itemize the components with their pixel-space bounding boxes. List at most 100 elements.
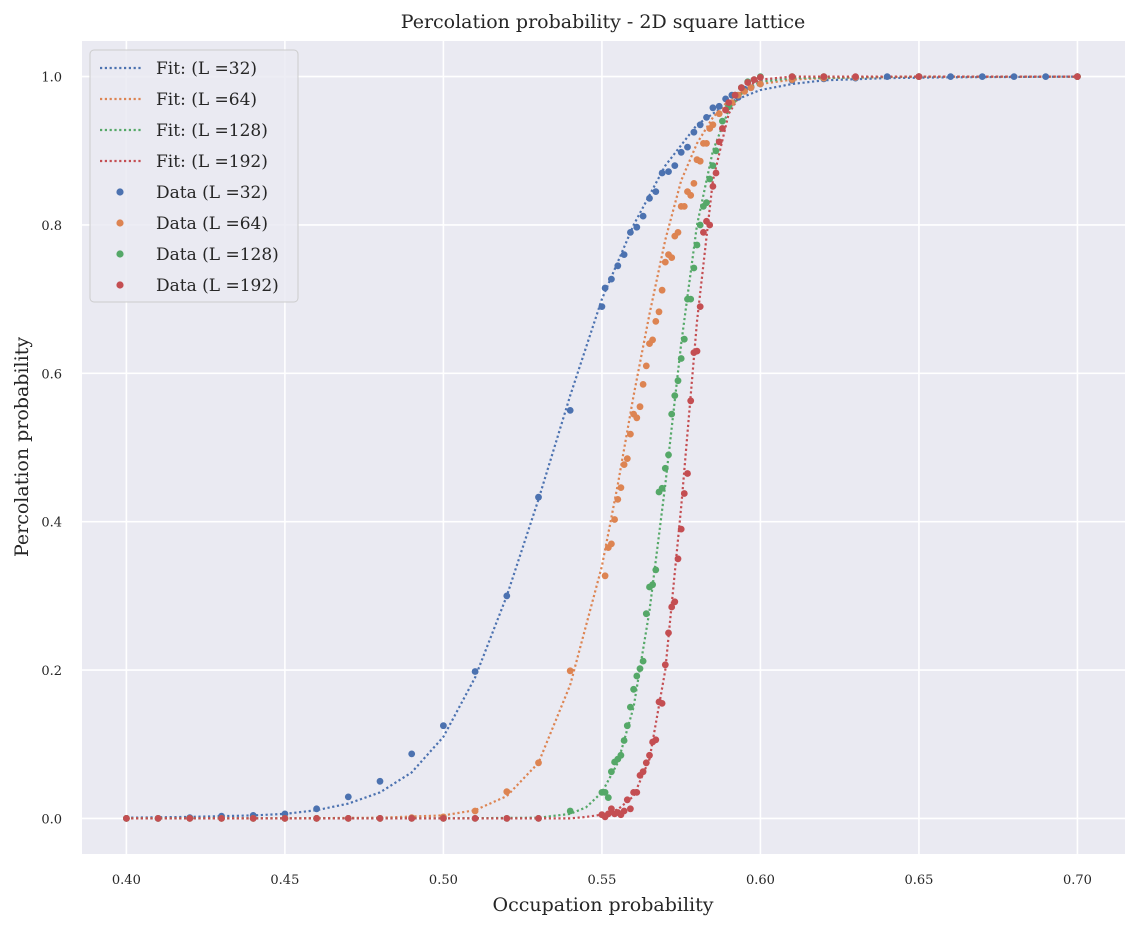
data-point-s3 bbox=[680, 490, 688, 497]
data-point-s3 bbox=[376, 815, 384, 822]
data-point-s3 bbox=[725, 99, 733, 106]
data-point-s3 bbox=[440, 815, 447, 822]
data-point-s3 bbox=[677, 525, 685, 533]
data-point-s2 bbox=[690, 264, 698, 272]
data-point-s0 bbox=[535, 493, 542, 501]
y-tick-label: 0.2 bbox=[41, 664, 62, 679]
data-point-s3 bbox=[744, 79, 752, 86]
data-point-s3 bbox=[344, 815, 352, 822]
data-point-s3 bbox=[722, 106, 729, 114]
data-point-s2 bbox=[627, 703, 634, 711]
data-point-s3 bbox=[627, 805, 634, 813]
x-tick-label: 0.40 bbox=[112, 873, 141, 888]
chart-title: Percolation probability - 2D square latt… bbox=[401, 11, 805, 33]
data-point-s3 bbox=[535, 815, 542, 822]
data-point-s2 bbox=[604, 794, 612, 801]
data-point-s1 bbox=[503, 788, 511, 796]
data-point-s3 bbox=[852, 73, 859, 80]
data-point-s2 bbox=[620, 737, 628, 744]
data-point-s0 bbox=[677, 148, 685, 156]
fit-lines bbox=[126, 75, 1078, 820]
data-point-s3 bbox=[623, 796, 631, 804]
data-point-s2 bbox=[674, 377, 682, 385]
data-point-s3 bbox=[608, 805, 615, 813]
data-point-s3 bbox=[687, 397, 695, 405]
data-point-s0 bbox=[614, 262, 622, 270]
data-point-s2 bbox=[636, 665, 644, 672]
data-point-s3 bbox=[281, 815, 289, 822]
data-point-s3 bbox=[646, 751, 653, 759]
data-points bbox=[123, 73, 1081, 822]
data-point-s1 bbox=[566, 667, 574, 675]
data-point-s2 bbox=[649, 581, 656, 589]
data-point-s0 bbox=[709, 104, 717, 112]
data-point-s1 bbox=[620, 461, 628, 468]
data-point-s2 bbox=[687, 295, 695, 303]
legend-label: Fit: (L =128) bbox=[156, 121, 268, 141]
data-point-s1 bbox=[709, 121, 717, 129]
data-point-s0 bbox=[313, 805, 320, 813]
data-point-s1 bbox=[668, 254, 676, 261]
legend: Fit: (L =32) Fit: (L =64) Fit: (L =128) Fit… bbox=[89, 49, 299, 303]
data-point-s2 bbox=[639, 657, 647, 665]
legend-marker-swatch bbox=[116, 188, 124, 196]
data-point-s3 bbox=[652, 736, 660, 744]
data-point-s3 bbox=[123, 815, 130, 822]
legend-marker-swatch bbox=[116, 281, 124, 289]
y-tick-label: 1.0 bbox=[41, 71, 62, 86]
legend-label: Fit: (L =32) bbox=[156, 59, 257, 79]
data-point-s1 bbox=[680, 203, 688, 210]
data-point-s2 bbox=[566, 807, 574, 815]
legend-marker-swatch bbox=[116, 250, 124, 258]
data-point-s0 bbox=[671, 162, 679, 170]
data-point-s3 bbox=[757, 73, 764, 81]
data-point-s3 bbox=[671, 598, 679, 606]
data-point-s0 bbox=[620, 251, 628, 258]
data-point-s0 bbox=[1010, 73, 1018, 80]
data-point-s0 bbox=[503, 592, 511, 600]
data-point-s2 bbox=[617, 751, 625, 759]
fit-line-1 bbox=[126, 75, 1078, 820]
legend-label: Data (L =64) bbox=[156, 214, 268, 234]
fit-line-3 bbox=[126, 75, 1078, 820]
data-point-s0 bbox=[947, 73, 954, 80]
x-tick-label: 0.60 bbox=[746, 873, 775, 888]
x-tick-label: 0.55 bbox=[587, 873, 616, 888]
data-point-s3 bbox=[186, 815, 194, 822]
data-point-s1 bbox=[623, 455, 631, 462]
legend-label: Data (L =128) bbox=[156, 245, 279, 265]
data-point-s2 bbox=[719, 117, 726, 125]
data-point-s2 bbox=[671, 392, 679, 399]
data-point-s1 bbox=[687, 191, 695, 199]
data-point-s2 bbox=[677, 355, 685, 362]
y-tick-label: 0.4 bbox=[41, 516, 62, 531]
data-point-s0 bbox=[665, 168, 672, 176]
data-point-s1 bbox=[690, 180, 698, 187]
legend-label: Fit: (L =64) bbox=[156, 90, 257, 110]
data-point-s2 bbox=[712, 147, 720, 155]
data-point-s0 bbox=[608, 275, 615, 283]
data-point-s3 bbox=[154, 815, 162, 822]
data-point-s3 bbox=[750, 76, 758, 83]
data-point-s2 bbox=[661, 464, 669, 472]
data-point-s3 bbox=[503, 815, 511, 822]
data-point-s0 bbox=[344, 793, 352, 801]
data-point-s0 bbox=[696, 121, 704, 129]
data-point-s0 bbox=[1042, 73, 1050, 80]
x-tick-label: 0.65 bbox=[904, 873, 933, 888]
data-point-s3 bbox=[820, 73, 828, 80]
data-point-s1 bbox=[661, 258, 669, 266]
data-point-s2 bbox=[633, 672, 641, 680]
data-point-s3 bbox=[408, 815, 416, 822]
data-point-s0 bbox=[703, 114, 710, 121]
data-point-s1 bbox=[674, 229, 682, 236]
x-axis-ticks: 0.40 0.45 0.50 0.55 0.60 0.65 0.70 bbox=[112, 873, 1092, 888]
x-tick-label: 0.45 bbox=[270, 873, 299, 888]
data-point-s1 bbox=[696, 157, 704, 165]
data-point-s1 bbox=[627, 430, 634, 438]
data-point-s3 bbox=[706, 221, 714, 229]
data-point-s2 bbox=[665, 451, 672, 459]
legend-label: Fit: (L =192) bbox=[156, 152, 268, 172]
data-point-s2 bbox=[642, 610, 650, 618]
